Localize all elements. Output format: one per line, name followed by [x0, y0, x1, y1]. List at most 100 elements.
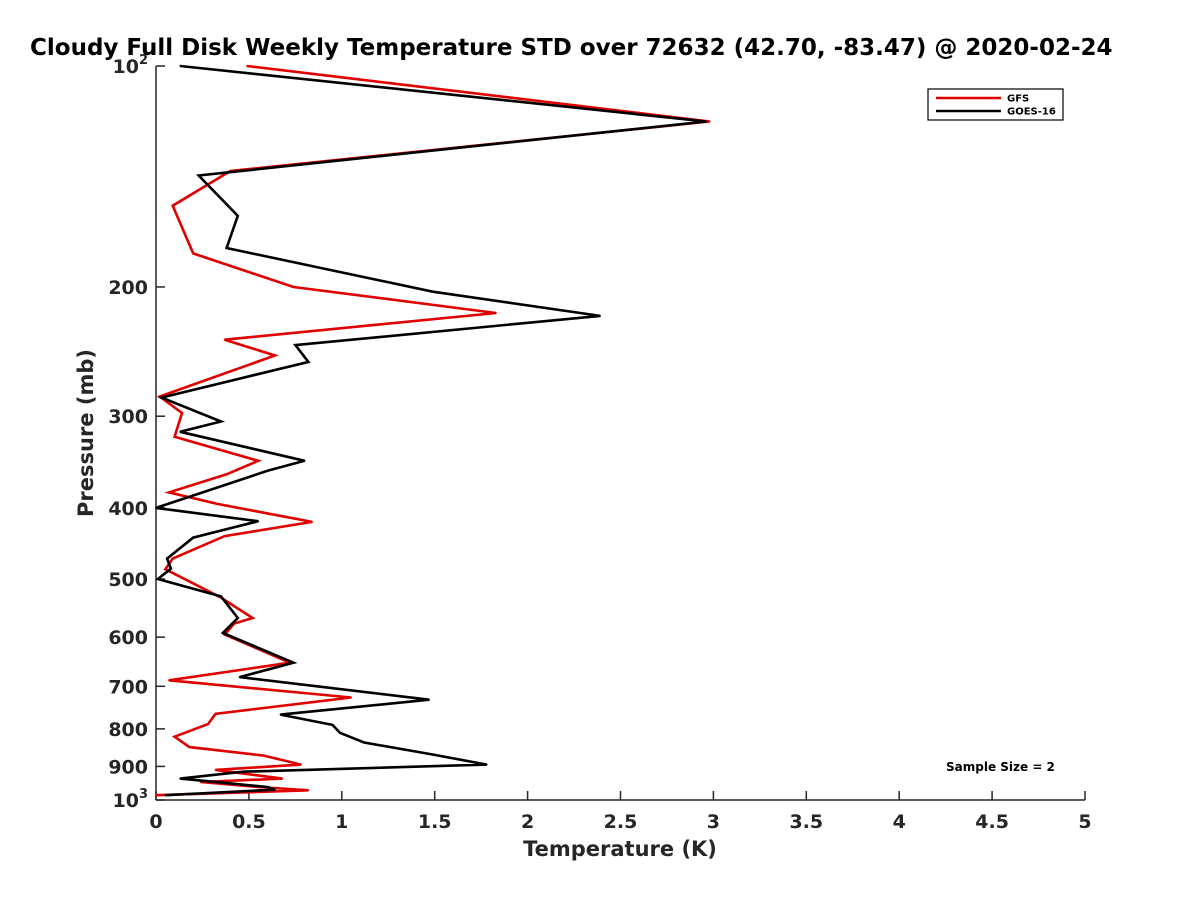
data-point-goes-16 — [599, 315, 601, 317]
y-tick-label: 102 — [113, 53, 149, 78]
data-point-gfs — [171, 557, 174, 560]
data-point-gfs — [173, 435, 176, 438]
data-point-gfs — [708, 120, 711, 123]
data-point-goes-16 — [242, 770, 245, 773]
y-axis-title: Pressure (mb) — [74, 349, 98, 517]
data-point-gfs — [262, 754, 265, 757]
data-point-goes-16 — [160, 396, 163, 399]
x-tick-label: 0 — [149, 811, 162, 833]
data-point-goes-16 — [157, 578, 159, 580]
data-point-goes-16 — [431, 290, 434, 293]
y-tick-exponent: 3 — [139, 787, 148, 802]
data-point-gfs — [168, 679, 170, 682]
data-point-goes-16 — [225, 247, 228, 249]
series-goes-16 — [155, 64, 707, 797]
data-point-gfs — [181, 412, 183, 414]
data-point-goes-16 — [303, 459, 306, 462]
data-point-gfs — [246, 65, 248, 67]
data-point-gfs — [216, 503, 219, 505]
data-point-goes-16 — [170, 567, 172, 570]
y-tick-base: 10 — [113, 56, 139, 78]
legend-box — [927, 88, 1064, 121]
x-tick-label: 2.5 — [604, 811, 638, 833]
data-point-gfs — [251, 617, 254, 619]
y-tick-label: 300 — [108, 406, 148, 428]
data-point-gfs — [207, 723, 209, 725]
legend-label-gfs: GFS — [1007, 94, 1029, 105]
data-point-gfs — [300, 763, 302, 766]
data-point-goes-16 — [197, 174, 200, 177]
data-point-gfs — [292, 286, 295, 288]
x-tick-label: 4 — [893, 811, 906, 833]
data-point-gfs — [281, 777, 284, 780]
data-point-goes-16 — [485, 763, 488, 766]
data-point-goes-16 — [179, 430, 182, 433]
series-layer — [155, 64, 711, 797]
data-point-goes-16 — [164, 794, 167, 797]
data-point-gfs — [164, 568, 167, 571]
x-tick-label: 5 — [1078, 811, 1091, 833]
data-point-goes-16 — [331, 724, 334, 726]
y-tick-label: 200 — [108, 277, 148, 299]
data-point-gfs — [274, 354, 276, 357]
data-point-goes-16 — [179, 65, 182, 67]
data-point-gfs — [171, 204, 174, 207]
y-tick-label: 900 — [108, 756, 148, 778]
data-point-gfs — [311, 521, 313, 523]
y-tick-label: 500 — [108, 569, 148, 591]
data-point-goes-16 — [433, 754, 436, 756]
data-point-gfs — [223, 338, 226, 341]
legend: GFS GOES-16 — [927, 88, 1064, 121]
y-tick-label: 700 — [108, 676, 148, 698]
data-point-gfs — [155, 794, 157, 797]
y-tick-label: 103 — [113, 787, 149, 812]
data-point-gfs — [168, 491, 170, 494]
sample-size-annotation: Sample Size = 2 — [946, 760, 1055, 774]
data-point-goes-16 — [266, 786, 269, 788]
data-point-gfs — [173, 573, 176, 575]
data-point-goes-16 — [274, 788, 276, 791]
data-point-goes-16 — [238, 676, 241, 678]
y-tick-exponent: 2 — [139, 53, 148, 68]
x-tick-label: 3.5 — [789, 811, 823, 833]
data-point-gfs — [307, 789, 310, 792]
y-tick-label: 400 — [108, 498, 148, 520]
data-point-goes-16 — [179, 777, 182, 780]
data-point-gfs — [192, 252, 195, 255]
data-point-goes-16 — [279, 713, 282, 716]
data-point-gfs — [495, 312, 497, 314]
data-point-goes-16 — [307, 361, 310, 363]
data-point-goes-16 — [292, 661, 295, 664]
data-point-goes-16 — [166, 557, 169, 560]
data-point-goes-16 — [363, 741, 365, 744]
data-point-goes-16 — [339, 731, 341, 734]
x-tick-label: 4.5 — [975, 811, 1009, 833]
data-point-goes-16 — [220, 420, 222, 423]
data-point-gfs — [225, 473, 228, 476]
data-point-goes-16 — [220, 595, 222, 598]
data-point-goes-16 — [236, 214, 239, 217]
x-axis-title: Temperature (K) — [523, 837, 717, 861]
legend-label-goes-16: GOES-16 — [1007, 107, 1056, 118]
data-point-gfs — [173, 735, 176, 738]
y-tick-label: 600 — [108, 627, 148, 649]
x-axis-ticks: 0 0.5 1 1.5 2 2.5 3 3.5 4 4.5 5 — [149, 791, 1092, 833]
data-point-goes-16 — [266, 469, 269, 472]
data-point-goes-16 — [705, 120, 707, 123]
data-point-gfs — [350, 696, 352, 699]
chart-title: Cloudy Full Disk Weekly Temperature STD … — [30, 35, 1113, 61]
data-point-gfs — [242, 668, 245, 671]
x-tick-label: 0.5 — [232, 811, 266, 833]
x-tick-label: 2 — [521, 811, 534, 833]
data-point-goes-16 — [294, 344, 297, 346]
data-point-gfs — [214, 712, 217, 715]
data-point-goes-16 — [257, 520, 260, 523]
data-point-goes-16 — [428, 698, 430, 701]
data-point-gfs — [214, 769, 217, 771]
data-point-gfs — [223, 535, 226, 537]
data-point-goes-16 — [222, 632, 224, 634]
data-point-goes-16 — [192, 536, 195, 539]
